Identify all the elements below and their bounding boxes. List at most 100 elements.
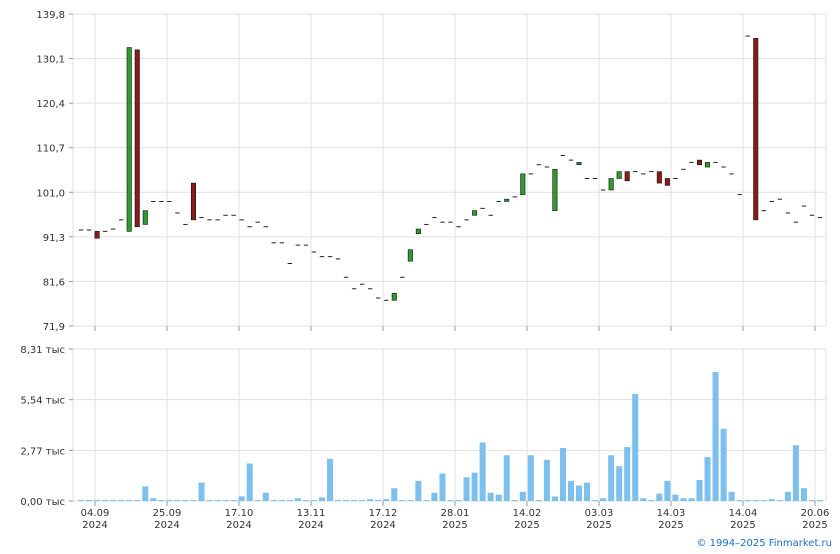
copyright-credit[interactable]: © 1994–2025 Finmarket.ru: [696, 538, 832, 549]
volume-bar: [335, 500, 342, 502]
volume-bar: [238, 496, 245, 501]
volume-bar: [567, 480, 574, 501]
volume-bar: [592, 500, 599, 502]
price-candle-down: [134, 49, 140, 228]
volume-bar: [511, 500, 518, 502]
volume-bar: [78, 500, 85, 502]
volume-bar: [471, 472, 478, 501]
x-tick-date-label: 04.09: [81, 508, 110, 519]
price-candle-up: [142, 210, 148, 225]
x-tick-year-label: 2024: [370, 520, 395, 531]
volume-bar: [503, 455, 510, 501]
volume-bar: [656, 493, 663, 501]
price-tick-label: 139,8: [36, 10, 65, 21]
volume-bar: [198, 482, 205, 501]
x-tick-year-label: 2024: [226, 520, 251, 531]
price-candle-up: [552, 169, 558, 211]
volume-bar: [278, 500, 285, 502]
volume-bar: [327, 458, 334, 501]
volume-bar: [608, 455, 615, 501]
volume-bar: [439, 473, 446, 501]
price-candle-up: [504, 198, 510, 202]
volume-bar: [383, 499, 390, 501]
x-tick-date-label: 14.03: [657, 508, 686, 519]
x-tick-date-label: 14.04: [729, 508, 758, 519]
volume-bar: [624, 447, 631, 501]
volume-bar: [214, 500, 221, 502]
volume-bar: [222, 500, 229, 502]
price-candle-down: [664, 178, 670, 186]
volume-bar: [551, 496, 558, 501]
x-tick-year-label: 2025: [442, 520, 467, 531]
x-tick-date-label: 20.06: [801, 508, 830, 519]
x-tick-date-label: 28.01: [441, 508, 470, 519]
price-candle-down: [94, 231, 100, 239]
volume-bar: [150, 498, 157, 501]
x-tick-year-label: 2025: [802, 520, 827, 531]
volume-bar: [407, 500, 414, 502]
volume-bar: [302, 500, 309, 502]
volume-bar: [479, 442, 486, 501]
volume-bar: [696, 479, 703, 501]
volume-bar: [792, 445, 799, 501]
volume-bar: [495, 494, 502, 501]
volume-bar: [800, 488, 807, 501]
price-tick-label: 130,1: [36, 55, 65, 66]
volume-bar: [262, 492, 269, 501]
price-candle-down: [624, 171, 630, 182]
volume-bar: [134, 500, 141, 502]
volume-bar: [728, 491, 735, 501]
volume-bar: [527, 455, 534, 501]
volume-bar: [359, 500, 366, 502]
price-tick-label: 71,9: [43, 322, 65, 333]
volume-bar: [616, 466, 623, 501]
volume-bar: [367, 499, 374, 501]
x-tick-year-label: 2025: [658, 520, 683, 531]
price-tick-label: 91,3: [43, 233, 65, 244]
x-tick-year-label: 2025: [730, 520, 755, 531]
x-tick-year-label: 2024: [154, 520, 179, 531]
volume-bar: [535, 500, 542, 502]
volume-bar: [784, 491, 791, 501]
price-tick-label: 110,7: [36, 144, 65, 155]
volume-bar: [487, 492, 494, 501]
x-tick-date-label: 14.02: [513, 508, 542, 519]
volume-bar: [640, 498, 647, 501]
x-axis: 04.09202425.09202417.10202413.11202417.1…: [81, 326, 830, 531]
volume-bar: [174, 500, 181, 502]
volume-bar: [760, 500, 767, 502]
volume-bar: [423, 500, 430, 502]
price-tick-label: 120,4: [36, 99, 65, 110]
price-candle-up: [407, 249, 413, 262]
x-tick-date-label: 13.11: [297, 508, 326, 519]
price-tick-label: 101,0: [36, 188, 65, 199]
price-candle-up: [616, 171, 622, 179]
volume-bar: [94, 500, 101, 502]
volume-bar: [584, 482, 591, 501]
volume-bar: [86, 500, 93, 502]
volume-bar: [158, 500, 165, 502]
volume-bar: [600, 498, 607, 501]
x-tick-year-label: 2024: [298, 520, 323, 531]
price-candle-up: [391, 293, 397, 301]
price-candle-up: [472, 210, 478, 216]
volume-bar: [776, 500, 783, 502]
price-candle-down: [656, 171, 662, 184]
volume-tick-label: 5,54 тыс: [20, 396, 65, 407]
volume-bar: [351, 500, 358, 502]
x-tick-date-label: 25.09: [153, 508, 182, 519]
volume-bar: [744, 500, 751, 502]
volume-bar: [254, 500, 261, 502]
volume-bar: [190, 500, 197, 502]
x-tick-date-label: 17.12: [369, 508, 398, 519]
price-candle-up: [608, 178, 614, 191]
volume-bar: [680, 498, 687, 501]
volume-bar: [343, 500, 350, 502]
x-tick-year-label: 2025: [586, 520, 611, 531]
price-candle-up: [705, 162, 711, 168]
volume-bar: [206, 500, 213, 502]
x-tick-date-label: 17.10: [225, 508, 254, 519]
price-candle-up: [126, 47, 132, 232]
volume-bar: [118, 500, 125, 502]
